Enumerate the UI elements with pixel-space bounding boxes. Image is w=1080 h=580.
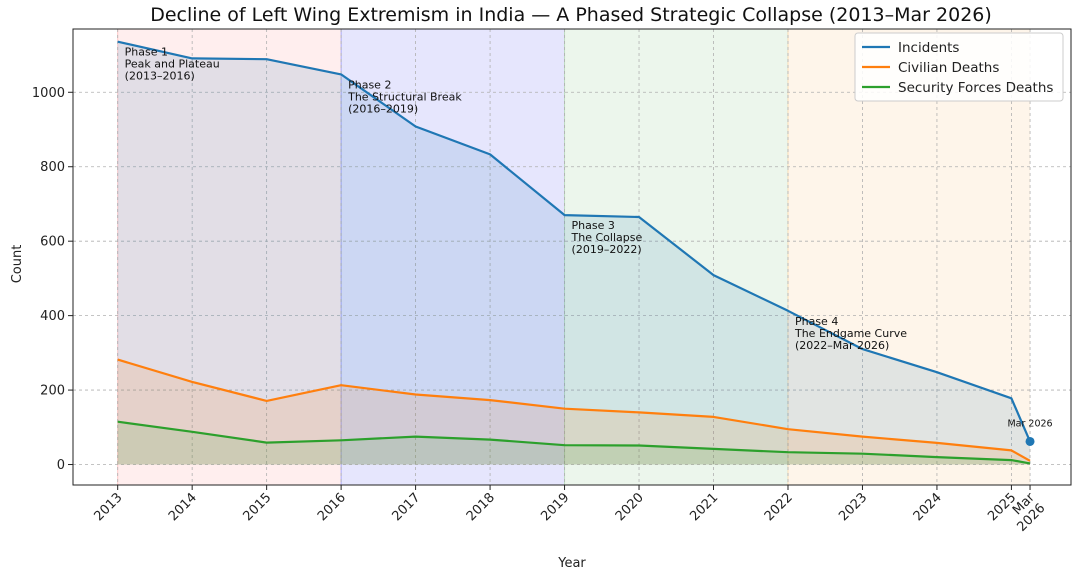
x-tick-label-0: 2013 <box>92 490 126 524</box>
x-tick-label-6: 2019 <box>538 490 572 524</box>
x-tick-label-10: 2023 <box>836 490 870 524</box>
phase-label-1: Phase 1 Peak and Plateau (2013–2016) <box>125 46 220 83</box>
y-tick-label-4: 800 <box>40 160 65 175</box>
phase-band-1 <box>117 29 342 485</box>
x-tick-label-7: 2020 <box>613 490 647 524</box>
phase-band-4 <box>787 29 1031 485</box>
legend-label-1: Civilian Deaths <box>898 60 999 76</box>
legend-box <box>854 32 1064 102</box>
x-tick-label-8: 2021 <box>687 490 721 524</box>
phase-bands <box>117 29 1031 485</box>
legend: Incidents Civilian Deaths Security Forces … <box>854 32 1064 102</box>
x-tick-label-1: 2014 <box>166 490 200 524</box>
area-series-2 <box>117 421 1031 465</box>
area-series-0 <box>117 41 1031 465</box>
x-tick-label-4: 2017 <box>389 490 423 524</box>
line-series-2 <box>117 420 1031 465</box>
legend-label-0: Incidents <box>898 40 959 56</box>
line-series-1 <box>117 358 1031 462</box>
phase-band-3 <box>564 29 788 485</box>
y-tick-label-0: 0 <box>57 458 65 473</box>
phase-label-3: Phase 3 The Collapse (2019–2022) <box>571 219 643 256</box>
annotations: Mar 2026 <box>1007 418 1053 446</box>
x-tick-label-5: 2018 <box>464 490 498 524</box>
y-tick-label-5: 1000 <box>32 86 65 101</box>
legend-label-2: Security Forces Deaths <box>898 80 1053 96</box>
chart-title: Decline of Left Wing Extremism in India … <box>150 4 992 26</box>
series-lines <box>117 40 1032 465</box>
phase-labels: Phase 1 Peak and Plateau (2013–2016) Phase … <box>125 46 908 352</box>
y-tick-label-1: 200 <box>40 384 65 399</box>
line-series-0 <box>117 40 1032 442</box>
y-tick-label-3: 600 <box>40 235 65 250</box>
plot-frame <box>72 28 1072 486</box>
grid-lines <box>73 29 1071 485</box>
x-tick-label-2: 2015 <box>240 490 274 524</box>
x-axis-title: Year <box>557 556 586 571</box>
y-tick-label-2: 400 <box>40 309 65 324</box>
marker-mar-2026 <box>1025 436 1035 446</box>
phase-label-2: Phase 2 The Structural Break (2016–2019) <box>347 78 462 115</box>
x-tick-label-11: 2024 <box>911 490 945 524</box>
phase-band-2 <box>341 29 565 485</box>
x-tick-label-3: 2016 <box>315 490 349 524</box>
annotation-label-0: Mar 2026 <box>1007 418 1052 429</box>
y-axis-title: Count <box>10 245 25 284</box>
phase-label-4: Phase 4 The Endgame Curve (2022–Mar 2026) <box>794 315 907 352</box>
x-tick-label-9: 2022 <box>762 490 796 524</box>
